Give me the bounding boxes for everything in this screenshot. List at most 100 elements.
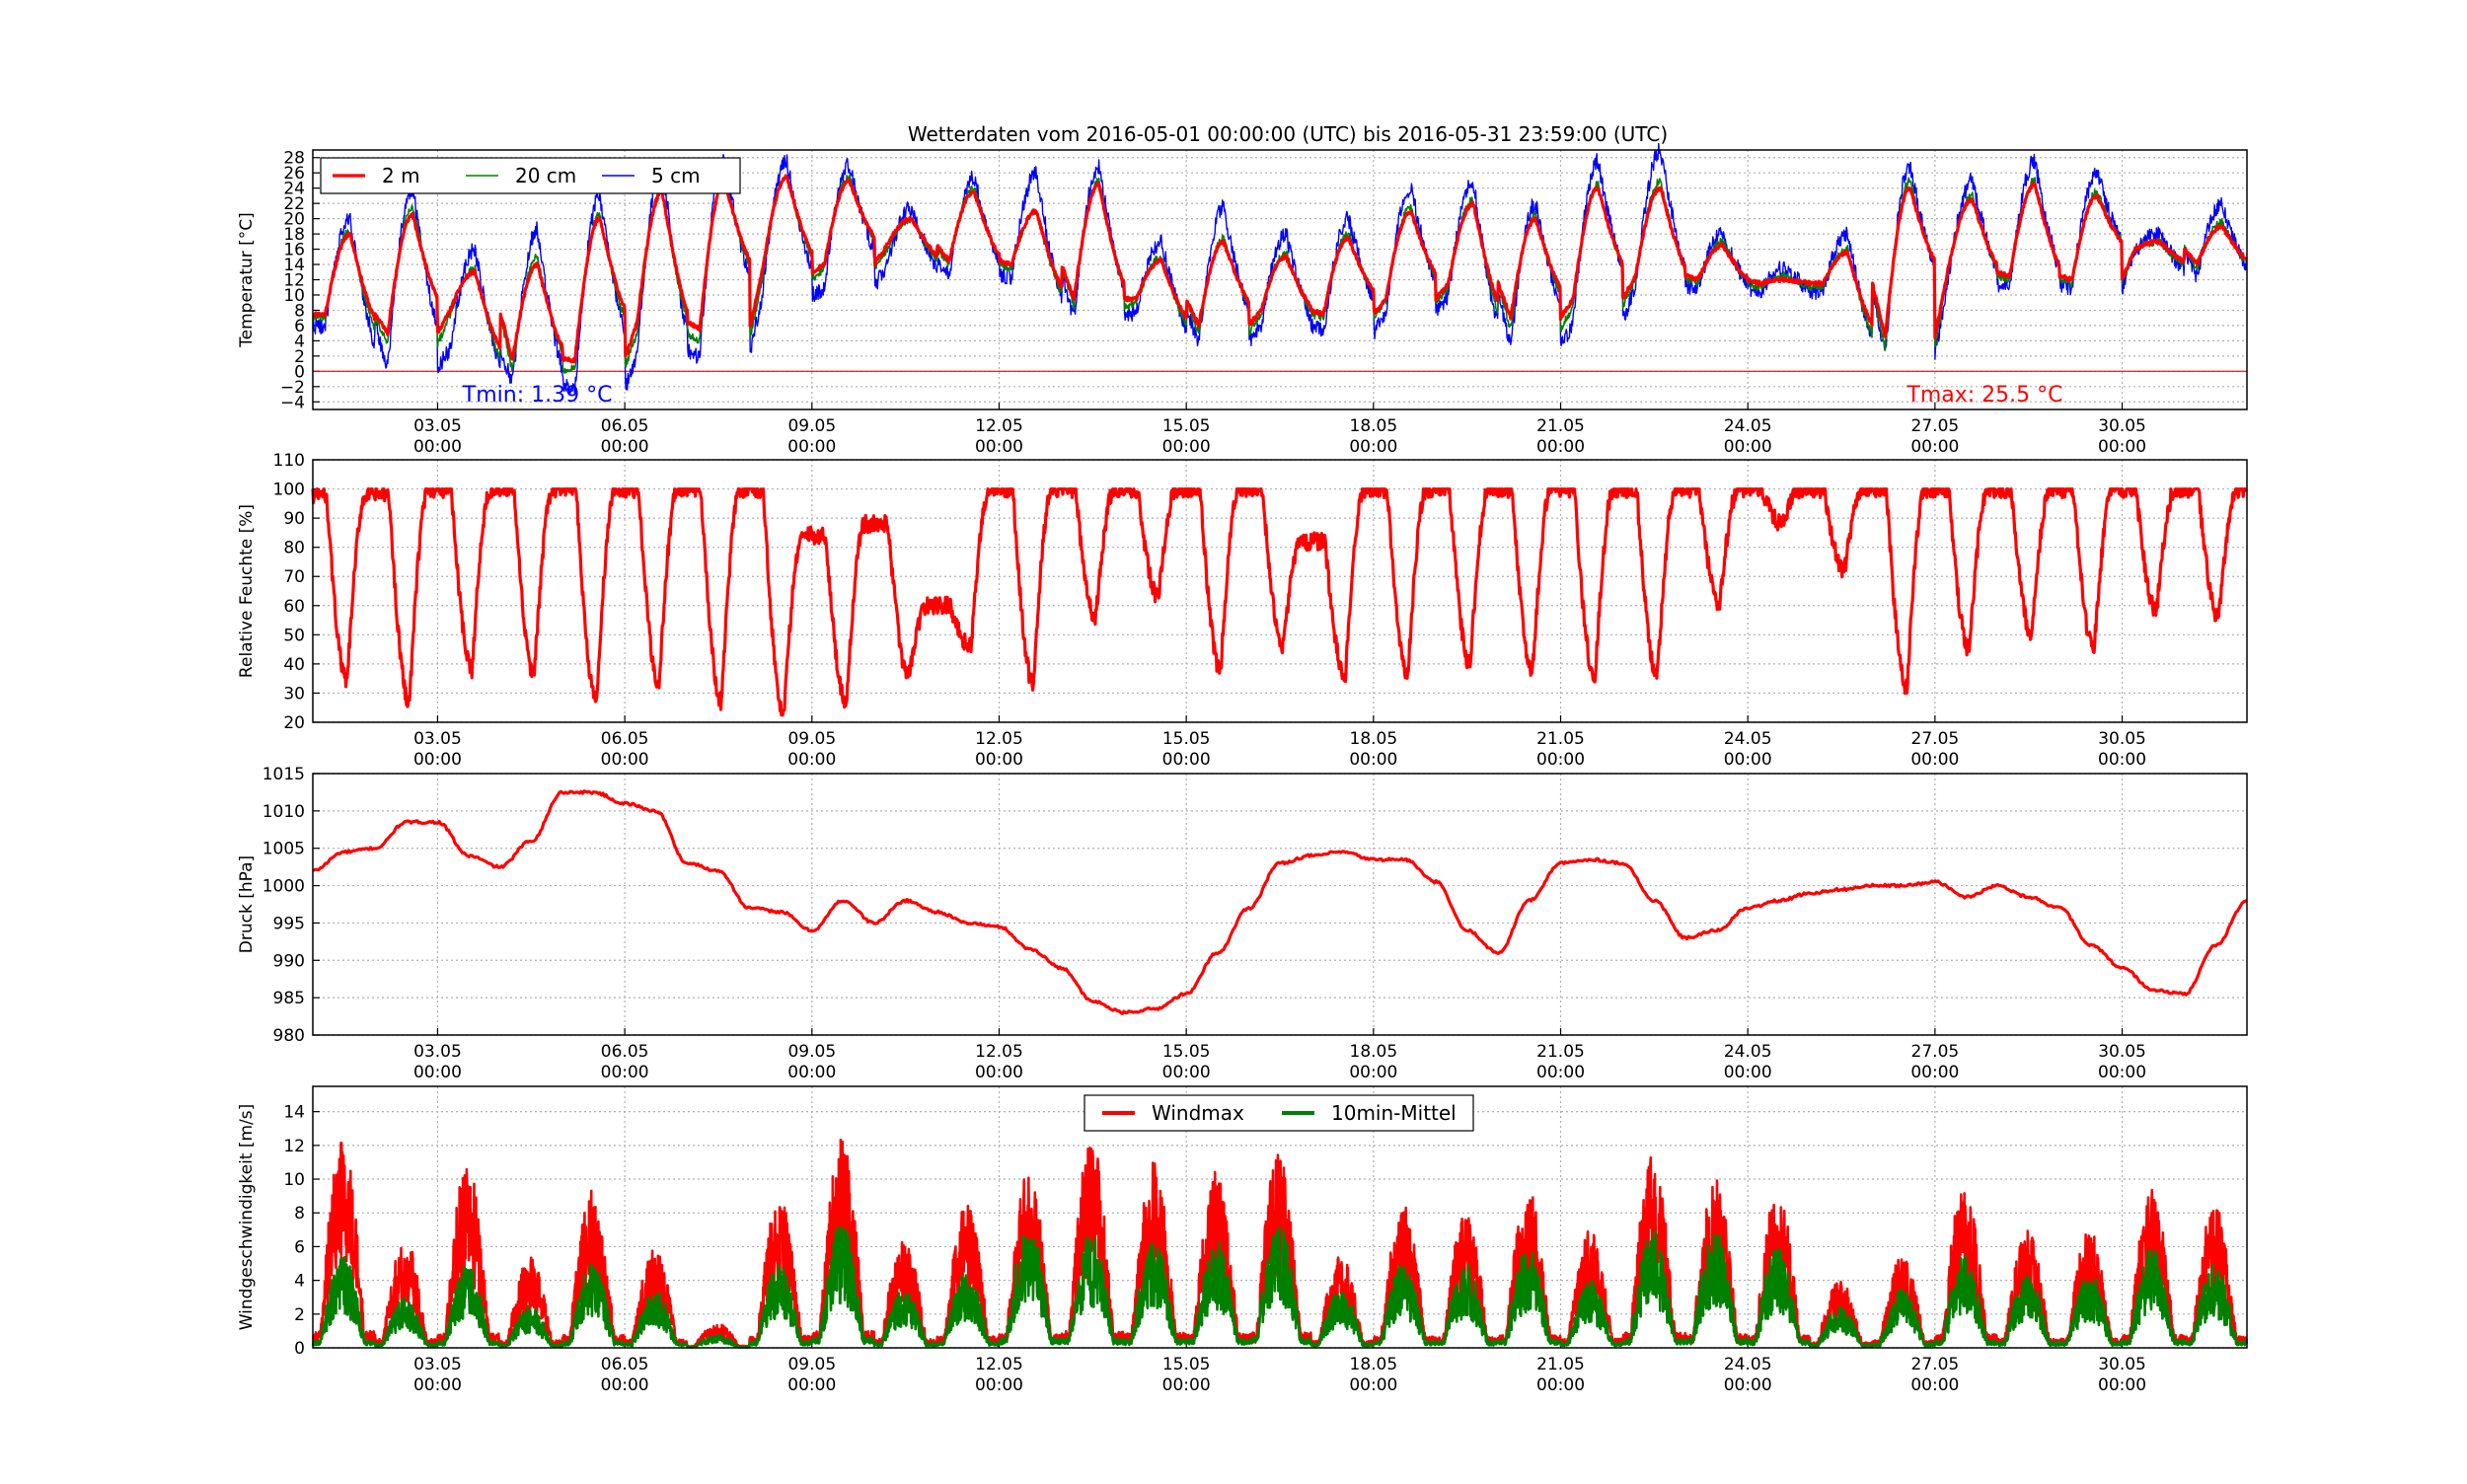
x-tick-label-date: 03.05 <box>413 1042 462 1062</box>
y-tick-label: 2 <box>294 347 305 367</box>
y-tick-label: 110 <box>273 451 305 471</box>
x-tick-label-time: 00:00 <box>787 1375 836 1395</box>
x-tick-label-time: 00:00 <box>413 1063 462 1082</box>
legend-label: Windmax <box>1152 1101 1244 1125</box>
x-tick-label-date: 15.05 <box>1162 416 1211 436</box>
y-tick-label: 70 <box>283 567 305 587</box>
y-tick-label: 60 <box>283 597 305 617</box>
y-tick-label: −4 <box>280 393 305 412</box>
series-line-humidity <box>311 487 2248 717</box>
plot-border <box>312 1085 2248 1349</box>
x-tick-label-time: 00:00 <box>1910 750 1959 770</box>
y-tick-label: 8 <box>294 301 305 321</box>
stat-annotation: Tmin: 1.39 °C <box>462 383 613 408</box>
x-tick-label-time: 00:00 <box>601 437 649 457</box>
y-tick-label: −2 <box>280 378 305 398</box>
stat-annotation: Tmax: 25.5 °C <box>1906 383 2062 408</box>
x-tick-label-time: 00:00 <box>787 437 836 457</box>
x-tick-label-date: 09.05 <box>787 1042 836 1062</box>
series-line-2m <box>312 174 2248 364</box>
legend-label: 20 cm <box>515 164 576 187</box>
y-tick-label: 20 <box>283 713 305 733</box>
series-line-20cm <box>312 175 2248 374</box>
legend-label: 10min-Mittel <box>1331 1101 1457 1125</box>
legend-box <box>320 157 741 194</box>
x-tick-label-date: 15.05 <box>1162 1355 1211 1374</box>
y-tick-label: 995 <box>273 914 305 933</box>
y-tick-label: 1005 <box>262 840 305 859</box>
x-tick-label-time: 00:00 <box>975 750 1023 770</box>
x-tick-label-time: 00:00 <box>1724 1063 1772 1082</box>
x-tick-label-date: 24.05 <box>1724 729 1772 749</box>
y-tick-label: 12 <box>283 1137 305 1156</box>
x-tick-label-date: 09.05 <box>787 729 836 749</box>
x-tick-label-date: 06.05 <box>601 1355 649 1374</box>
x-tick-label-time: 00:00 <box>1162 750 1211 770</box>
y-tick-label: 12 <box>283 271 305 291</box>
x-tick-label-time: 00:00 <box>2098 1063 2146 1082</box>
x-tick-label-date: 21.05 <box>1536 1042 1585 1062</box>
x-tick-label-time: 00:00 <box>1910 437 1959 457</box>
x-tick-label-date: 24.05 <box>1724 1042 1772 1062</box>
y-axis-label: Druck [hPa] <box>237 855 257 953</box>
y-tick-label: 18 <box>283 225 305 245</box>
x-tick-label-time: 00:00 <box>1349 1063 1397 1082</box>
x-tick-label-date: 03.05 <box>413 416 462 436</box>
y-tick-label: 4 <box>294 1272 305 1292</box>
y-tick-label: 40 <box>283 655 305 675</box>
x-tick-label-time: 00:00 <box>975 437 1023 457</box>
x-tick-label-time: 00:00 <box>601 1375 649 1395</box>
y-tick-label: 8 <box>294 1204 305 1224</box>
y-tick-label: 16 <box>283 241 305 260</box>
x-tick-label-time: 00:00 <box>1162 437 1211 457</box>
y-tick-label: 10 <box>283 286 305 306</box>
legend-label: 2 m <box>382 164 420 187</box>
y-tick-label: 20 <box>283 210 305 230</box>
y-tick-label: 1000 <box>262 877 305 897</box>
plot-border <box>312 149 2248 410</box>
x-tick-label-date: 15.05 <box>1162 1042 1211 1062</box>
x-tick-label-time: 00:00 <box>1536 1375 1585 1395</box>
x-tick-label-date: 03.05 <box>413 729 462 749</box>
x-tick-label-date: 03.05 <box>413 1355 462 1374</box>
x-tick-label-time: 00:00 <box>975 1375 1023 1395</box>
y-tick-label: 1015 <box>262 765 305 784</box>
y-tick-label: 0 <box>294 362 305 382</box>
x-tick-label-date: 21.05 <box>1536 729 1585 749</box>
x-tick-label-time: 00:00 <box>413 1375 462 1395</box>
y-tick-label: 80 <box>283 539 305 558</box>
x-tick-label-time: 00:00 <box>787 750 836 770</box>
x-tick-label-date: 12.05 <box>975 729 1023 749</box>
plot-border <box>312 459 2248 723</box>
y-axis-label: Windgeschwindigkeit [m/s] <box>237 1104 257 1331</box>
x-tick-label-date: 06.05 <box>601 416 649 436</box>
plot-border <box>312 773 2248 1036</box>
y-tick-label: 50 <box>283 626 305 645</box>
panel-wind: 0246810121403.0500:0006.0500:0009.0500:0… <box>237 1085 2248 1395</box>
panel-pressure: 980985990995100010051010101503.0500:0006… <box>237 765 2248 1082</box>
x-tick-label-date: 21.05 <box>1536 1355 1585 1374</box>
x-tick-label-date: 21.05 <box>1536 416 1585 436</box>
x-tick-label-date: 30.05 <box>2098 416 2146 436</box>
y-tick-label: 100 <box>273 481 305 500</box>
y-tick-label: 10 <box>283 1170 305 1190</box>
panel-humidity: 203040506070809010011003.0500:0006.0500:… <box>237 451 2248 770</box>
y-axis-label: Temperatur [°C] <box>237 212 257 348</box>
x-tick-label-time: 00:00 <box>1349 437 1397 457</box>
panel-temperature: −4−2024681012141618202224262803.0500:000… <box>237 142 2248 457</box>
x-tick-label-time: 00:00 <box>2098 437 2146 457</box>
x-tick-label-time: 00:00 <box>601 750 649 770</box>
x-tick-label-date: 18.05 <box>1350 1355 1398 1374</box>
x-tick-label-date: 12.05 <box>975 416 1023 436</box>
y-tick-label: 6 <box>294 1237 305 1257</box>
x-tick-label-time: 00:00 <box>1724 437 1772 457</box>
x-tick-label-time: 00:00 <box>1349 1375 1397 1395</box>
y-tick-label: 4 <box>294 332 305 351</box>
x-tick-label-date: 06.05 <box>601 1042 649 1062</box>
x-tick-label-time: 00:00 <box>2098 750 2146 770</box>
y-tick-label: 24 <box>283 180 305 199</box>
y-tick-label: 2 <box>294 1305 305 1325</box>
x-tick-label-time: 00:00 <box>1536 1063 1585 1082</box>
x-tick-label-date: 12.05 <box>975 1355 1023 1374</box>
